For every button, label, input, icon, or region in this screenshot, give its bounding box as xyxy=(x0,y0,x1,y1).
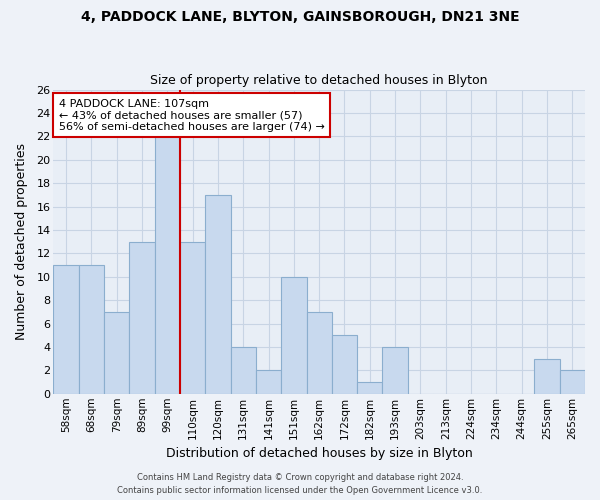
Bar xyxy=(53,265,79,394)
Text: 4, PADDOCK LANE, BLYTON, GAINSBOROUGH, DN21 3NE: 4, PADDOCK LANE, BLYTON, GAINSBOROUGH, D… xyxy=(80,10,520,24)
Bar xyxy=(230,347,256,394)
Bar xyxy=(256,370,281,394)
Y-axis label: Number of detached properties: Number of detached properties xyxy=(15,143,28,340)
Bar xyxy=(357,382,382,394)
Bar xyxy=(307,312,332,394)
Title: Size of property relative to detached houses in Blyton: Size of property relative to detached ho… xyxy=(151,74,488,87)
Bar xyxy=(560,370,585,394)
Bar xyxy=(205,195,230,394)
Bar xyxy=(104,312,130,394)
Text: 4 PADDOCK LANE: 107sqm
← 43% of detached houses are smaller (57)
56% of semi-det: 4 PADDOCK LANE: 107sqm ← 43% of detached… xyxy=(59,98,325,132)
Bar xyxy=(155,136,180,394)
X-axis label: Distribution of detached houses by size in Blyton: Distribution of detached houses by size … xyxy=(166,447,473,460)
Bar xyxy=(382,347,408,394)
Bar xyxy=(79,265,104,394)
Bar xyxy=(535,358,560,394)
Bar xyxy=(130,242,155,394)
Bar xyxy=(332,336,357,394)
Bar xyxy=(180,242,205,394)
Bar xyxy=(281,277,307,394)
Text: Contains HM Land Registry data © Crown copyright and database right 2024.
Contai: Contains HM Land Registry data © Crown c… xyxy=(118,474,482,495)
